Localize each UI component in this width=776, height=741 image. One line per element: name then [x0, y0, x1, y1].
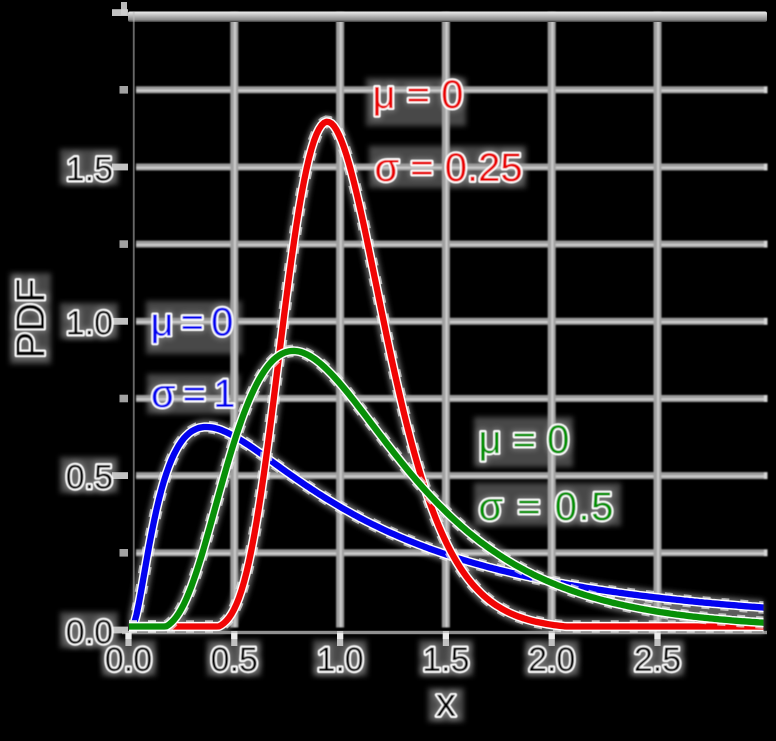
svg-text:σ = 0.5: σ = 0.5 [479, 485, 615, 529]
svg-text:1.0: 1.0 [66, 305, 113, 343]
svg-text:σ = 0.5: σ = 0.5 [479, 485, 615, 529]
svg-text:2.0: 2.0 [528, 641, 575, 679]
svg-text:2.0: 2.0 [528, 641, 575, 679]
svg-text:0.0: 0.0 [66, 614, 113, 652]
svg-text:1.0: 1.0 [316, 641, 363, 679]
svg-text:1.5: 1.5 [66, 151, 113, 189]
svg-text:σ = 0.25: σ = 0.25 [375, 146, 523, 190]
svg-text:2.5: 2.5 [634, 641, 681, 679]
svg-text:σ = 1: σ = 1 [151, 372, 234, 416]
svg-text:0.5: 0.5 [66, 459, 113, 497]
svg-text:0.5: 0.5 [211, 641, 258, 679]
svg-text:0.0: 0.0 [105, 641, 152, 679]
svg-text:μ = 0: μ = 0 [479, 418, 570, 462]
svg-text:PDF: PDF [9, 279, 53, 359]
svg-text:1.5: 1.5 [422, 641, 469, 679]
svg-text:0.0: 0.0 [66, 614, 113, 652]
svg-text:0.5: 0.5 [211, 641, 258, 679]
svg-text:PDF: PDF [9, 279, 53, 359]
svg-text:μ = 0: μ = 0 [151, 301, 233, 345]
svg-text:0.0: 0.0 [105, 641, 152, 679]
svg-text:1.5: 1.5 [66, 151, 113, 189]
svg-text:x: x [436, 681, 456, 725]
svg-text:μ = 0: μ = 0 [373, 73, 464, 117]
svg-text:1.0: 1.0 [316, 641, 363, 679]
svg-text:x: x [436, 681, 456, 725]
svg-text:1.0: 1.0 [66, 305, 113, 343]
svg-text:0.5: 0.5 [66, 459, 113, 497]
svg-text:σ = 1: σ = 1 [151, 372, 234, 416]
